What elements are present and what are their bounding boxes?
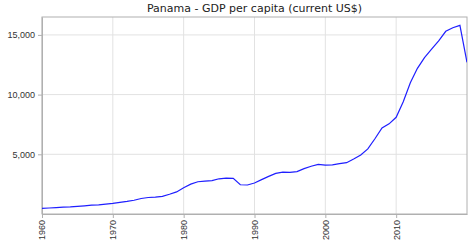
x-tick: 2000 bbox=[321, 214, 331, 240]
x-tick-label: 2000 bbox=[321, 220, 331, 240]
x-tick-label: 2010 bbox=[392, 220, 402, 240]
y-tick-label: 5,000 bbox=[12, 150, 35, 160]
plot-frame bbox=[42, 17, 467, 214]
y-tick: 15,000 bbox=[7, 30, 42, 40]
x-tick-mark bbox=[42, 214, 43, 218]
y-tick-mark bbox=[38, 95, 42, 96]
y-tick-mark bbox=[38, 35, 42, 36]
grid-line bbox=[42, 34, 467, 35]
x-tick: 1990 bbox=[250, 214, 260, 240]
grid-line bbox=[325, 17, 326, 214]
y-tick: 10,000 bbox=[7, 90, 42, 100]
y-tick-label: 10,000 bbox=[7, 90, 35, 100]
x-tick-label: 1970 bbox=[108, 220, 118, 240]
x-tick: 1960 bbox=[37, 214, 47, 240]
x-tick: 1970 bbox=[108, 214, 118, 240]
grid-line bbox=[112, 17, 113, 214]
chart: 1960 1970 1980 1990 2000 2010 5,000 10,000 15,00… bbox=[0, 0, 474, 248]
y-axis-line bbox=[42, 18, 43, 215]
y-tick: 5,000 bbox=[12, 150, 42, 160]
y-axis: 5,000 10,000 15,000 bbox=[7, 18, 42, 215]
grid-line bbox=[183, 17, 184, 214]
grid-line bbox=[42, 94, 467, 95]
y-tick-label: 15,000 bbox=[7, 30, 35, 40]
line bbox=[42, 25, 467, 208]
x-tick-mark bbox=[396, 214, 397, 218]
grid bbox=[42, 17, 467, 214]
x-axis: 1960 1970 1980 1990 2000 2010 bbox=[37, 214, 467, 240]
grid-line bbox=[254, 17, 255, 214]
x-tick-label: 1980 bbox=[179, 220, 189, 240]
x-tick-mark bbox=[325, 214, 326, 218]
grid-line bbox=[42, 154, 467, 155]
x-tick: 1980 bbox=[179, 214, 189, 240]
x-tick-mark bbox=[255, 214, 256, 218]
plot: 1960 1970 1980 1990 2000 2010 5,000 10,000 15,00… bbox=[7, 17, 467, 240]
x-tick-mark bbox=[184, 214, 185, 218]
title: Panama - GDP per capita (current US$) bbox=[147, 2, 362, 15]
y-tick-mark bbox=[38, 154, 42, 155]
x-tick-label: 1990 bbox=[250, 220, 260, 240]
x-tick-mark bbox=[113, 214, 114, 218]
x-tick: 2010 bbox=[392, 214, 402, 240]
x-tick-label: 1960 bbox=[37, 220, 47, 240]
series bbox=[42, 25, 467, 208]
